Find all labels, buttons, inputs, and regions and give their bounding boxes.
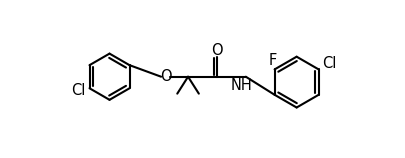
Text: NH: NH xyxy=(230,79,252,93)
Text: Cl: Cl xyxy=(71,83,86,98)
Text: Cl: Cl xyxy=(322,56,336,71)
Text: O: O xyxy=(211,43,223,58)
Text: F: F xyxy=(268,53,276,68)
Text: O: O xyxy=(160,69,171,84)
